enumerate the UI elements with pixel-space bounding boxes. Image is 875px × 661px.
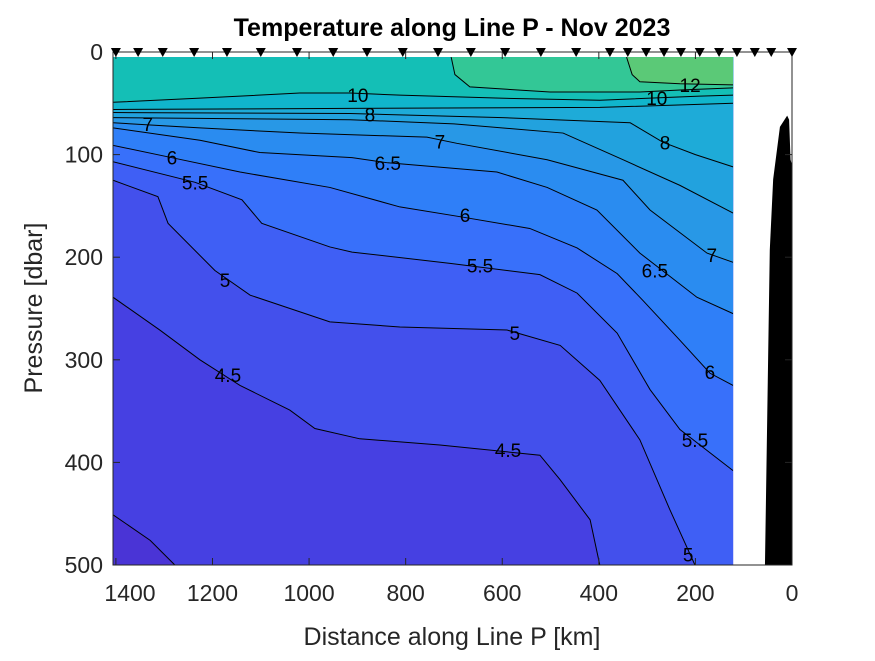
station-marker-icon [433,48,444,57]
contour-label: 8 [365,106,376,127]
station-marker-icon [133,48,144,57]
x-tick-label: 1200 [187,580,238,606]
station-marker-icon [221,48,232,57]
station-markers [110,48,797,57]
contour-line-4.5 [113,296,601,565]
contour-label: 6 [460,206,471,227]
contour-label: 6.5 [375,154,401,175]
chart-title: Temperature along Line P - Nov 2023 [234,14,671,42]
y-tick-label: 300 [65,347,103,373]
x-tick-label: 600 [483,580,521,606]
station-marker-icon [675,48,686,57]
y-tick-label: 200 [65,244,103,270]
station-marker-icon [328,48,339,57]
x-tick-label: 200 [676,580,714,606]
contour-label: 5.5 [467,256,493,277]
station-marker-icon [110,48,121,57]
contour-line-11 [450,57,734,93]
contour-label: 5.5 [682,431,708,452]
contour-line-5.5 [113,161,734,472]
station-marker-icon [157,48,168,57]
contour-line-10 [113,92,734,103]
x-tick-label: 0 [786,580,799,606]
contour-label: 10 [646,89,667,110]
contour-label: 10 [347,86,368,107]
contour-label: 12 [680,76,701,97]
contour-label: 6 [167,149,178,170]
contour-label: 7 [707,246,718,267]
contour-label: 7 [142,115,153,136]
station-marker-icon [641,48,652,57]
x-axis-label: Distance along Line P [km] [304,623,601,651]
contour-label: 5 [220,271,231,292]
station-marker-icon [659,48,670,57]
axes-box [112,51,793,566]
contour-label: 4.5 [215,366,241,387]
contour-line-7.5 [113,117,734,214]
station-marker-icon [189,48,200,57]
contour-line-9 [113,102,734,110]
contour-label: 6 [705,363,716,384]
y-tick-label: 500 [65,552,103,578]
contour-label: 7 [435,132,446,153]
contour-label: 4.5 [495,441,521,462]
station-marker-icon [500,48,511,57]
seafloor-shape [764,115,792,565]
station-marker-icon [397,48,408,57]
station-marker-icon [766,48,777,57]
station-marker-icon [362,48,373,57]
contour-line-4 [113,514,176,565]
station-marker-icon [291,48,302,57]
y-axis-label: Pressure [dbar] [20,223,48,394]
station-marker-icon [535,48,546,57]
x-tick-label: 400 [580,580,618,606]
station-marker-icon [731,48,742,57]
y-tick-label: 0 [90,39,103,65]
x-tick-label: 1400 [104,580,155,606]
contour-label: 6.5 [642,262,668,283]
contour-line-5 [113,179,696,565]
station-marker-icon [465,48,476,57]
station-marker-icon [714,48,725,57]
contour-line-7 [113,122,734,263]
bathymetry [764,115,792,565]
filled-contours [113,57,734,565]
station-marker-icon [255,48,266,57]
contour-line-6.5 [113,127,734,315]
station-marker-icon [787,48,797,57]
contour-label: 5 [510,324,521,345]
station-marker-icon [571,48,582,57]
station-marker-icon [604,48,615,57]
station-marker-icon [749,48,760,57]
x-tick-label: 800 [386,580,424,606]
y-tick-label: 400 [65,449,103,475]
x-tick-label: 1000 [283,580,334,606]
contour-label: 8 [660,133,671,154]
contour-line-8 [113,112,734,168]
contour-label: 5.5 [182,173,208,194]
contour-line-6 [113,144,734,386]
band-above-12 [626,57,734,85]
contour-label: 5 [683,546,694,567]
axes: 0 200 400 600 800 1000 1200 1400 0 100 200 300 400 50… [65,39,799,606]
contour-lines [113,57,734,565]
contour-line-12 [626,57,734,86]
station-marker-icon [622,48,633,57]
y-tick-label: 100 [65,142,103,168]
station-marker-icon [694,48,705,57]
